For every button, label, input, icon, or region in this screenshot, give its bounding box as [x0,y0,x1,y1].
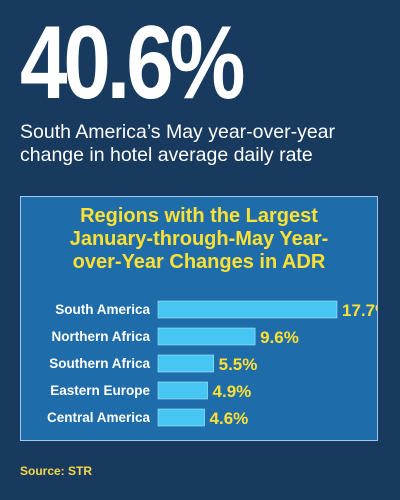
value-label: 4.6% [210,409,249,428]
bar [157,327,256,346]
headline-stat: 40.6% [20,5,245,121]
bar [157,300,338,319]
bar [157,354,214,373]
category-label: Southern Africa [49,356,150,371]
value-label: 17.7% [342,301,377,320]
category-label: South America [55,302,150,317]
chart-title: Regions with the Largest January-through… [21,205,377,274]
chart-title-line: over-Year Changes in ADR [72,251,326,273]
chart-panel: Regions with the Largest January-through… [20,196,378,441]
headline-description: South America’s May year-over-year chang… [20,121,336,166]
category-label: Eastern Europe [50,383,150,398]
chart-title-line: January-through-May Year- [69,228,329,250]
source-note: Source: STR [20,464,93,478]
bar [157,408,205,427]
category-label: Central America [47,410,151,425]
chart-title-line: Regions with the Largest [80,205,318,227]
value-label: 4.9% [213,382,252,401]
bar [157,381,208,400]
bar-chart: South America 17.7% Northern Africa 9.6% Sou… [47,300,377,428]
value-label: 9.6% [260,328,299,347]
value-label: 5.5% [219,355,258,374]
category-label: Northern Africa [51,329,150,344]
